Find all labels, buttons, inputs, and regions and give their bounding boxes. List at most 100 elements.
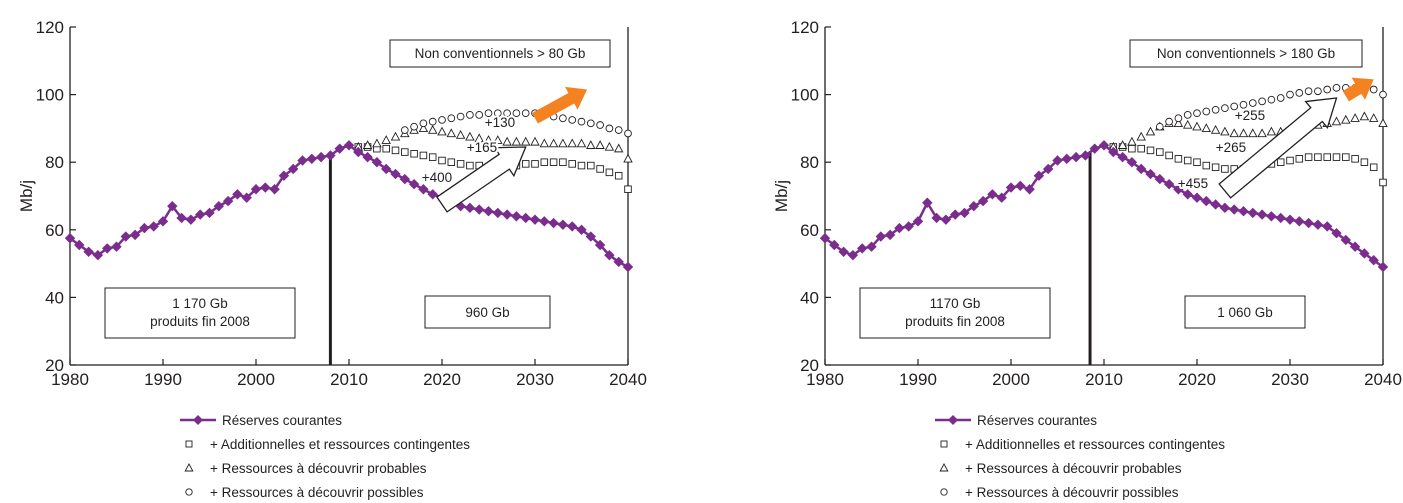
square-marker [1295,155,1304,163]
unconventional-arrow [532,86,588,124]
legend-triangle-marker [184,463,194,472]
diamond-marker [1219,202,1231,214]
diamond-marker [1145,168,1156,180]
diamond-marker [1089,143,1100,154]
circle-marker [614,126,623,134]
annotation-label: +165 [467,140,497,155]
legend-triangle-marker [939,463,949,472]
remaining-box [1184,295,1306,329]
diamond-marker [232,189,243,200]
y-tick-label: 80 [800,153,819,172]
diamond-marker [139,222,150,234]
diamond-marker [1117,151,1128,163]
square-marker [1156,148,1164,156]
circle-marker [568,116,577,124]
square-marker [1332,153,1341,161]
diamond-marker [1284,214,1296,225]
triangle-marker [1182,119,1193,129]
diamond-marker [343,140,355,151]
diamond-marker [1377,261,1389,273]
circle-marker [512,109,521,118]
diamond-marker [418,184,429,195]
diamond-marker [922,197,933,208]
circle-marker [493,109,502,118]
diamond-marker [1024,184,1035,195]
diamond-marker [959,207,970,219]
diamond-marker [464,202,476,214]
diamond-marker [1126,157,1138,168]
square-marker [466,161,474,170]
legend-label: + Ressources à découvrir probables [210,461,427,476]
unconventional-box [389,39,611,68]
triangle-marker [1192,121,1202,131]
circle-marker [1193,109,1201,118]
y-tick-label: 80 [45,153,64,172]
square-marker [1183,156,1192,165]
diamond-marker [511,211,522,222]
diamond-marker [1033,170,1045,181]
resources-arrow-shape [1218,97,1338,199]
diamond-marker [940,214,952,225]
square-marker [1137,144,1145,153]
triangle-marker [613,143,624,153]
circle-marker [1165,117,1173,126]
diamond-marker [269,184,280,195]
diamond-marker [622,261,634,273]
triangle-marker [548,138,559,148]
x-tick-label: 2000 [237,370,275,389]
circle-marker [1221,104,1229,112]
square-marker [1369,163,1378,172]
square-marker [1342,153,1350,161]
legend-label: + Ressources à découvrir probables [965,461,1182,476]
diamond-marker [111,241,122,252]
annotation-label: +130 [485,115,515,130]
annotation-halo: +455 [1178,176,1208,191]
square-marker [559,158,567,166]
diamond-marker [1052,155,1063,166]
triangle-marker [1238,128,1249,138]
diamond-marker [1266,211,1277,222]
remaining-label: 1 060 Gb [1217,305,1273,320]
triangle-marker [427,124,438,134]
triangle-marker [1136,131,1146,141]
produced-box [859,287,1051,339]
square-marker [447,158,456,166]
legend-square-marker [185,440,193,448]
square-marker [1193,158,1201,166]
triangle-marker [558,138,568,148]
triangle-marker [437,126,447,136]
circle-marker [521,109,530,118]
x-tick-label: 2030 [1271,370,1309,389]
x-tick-label: 2020 [1178,370,1216,389]
produced-label-line2: produits fin 2008 [905,314,1005,329]
diamond-marker [950,209,961,220]
circle-marker [1202,107,1211,116]
unconventional-arrow-shape [532,86,588,124]
resources-arrow [1218,97,1338,199]
diamond-marker [968,200,979,212]
square-marker [531,160,539,168]
circle-marker [1304,87,1313,96]
triangle-marker [520,136,531,146]
circle-marker [1314,87,1322,96]
resources-arrow [436,146,527,213]
diamond-marker [288,163,299,175]
diamond-marker [1173,184,1184,195]
diamond-marker [1312,219,1324,230]
diamond-marker [1080,150,1091,161]
square-marker [1351,155,1359,163]
diamond-marker [1294,216,1305,227]
diamond-marker [931,212,942,224]
y-tick-label: 60 [800,221,819,240]
annotation-halo: +165 [467,140,497,155]
triangle-marker [1248,128,1258,138]
diamond-marker [996,192,1007,203]
diamond-marker [297,155,308,166]
diamond-marker [875,231,886,242]
diamond-marker [315,151,327,163]
diamond-marker [167,200,178,212]
diamond-marker [325,150,336,161]
y-tick-label: 120 [36,18,64,37]
annotation-label: +400 [422,170,452,185]
